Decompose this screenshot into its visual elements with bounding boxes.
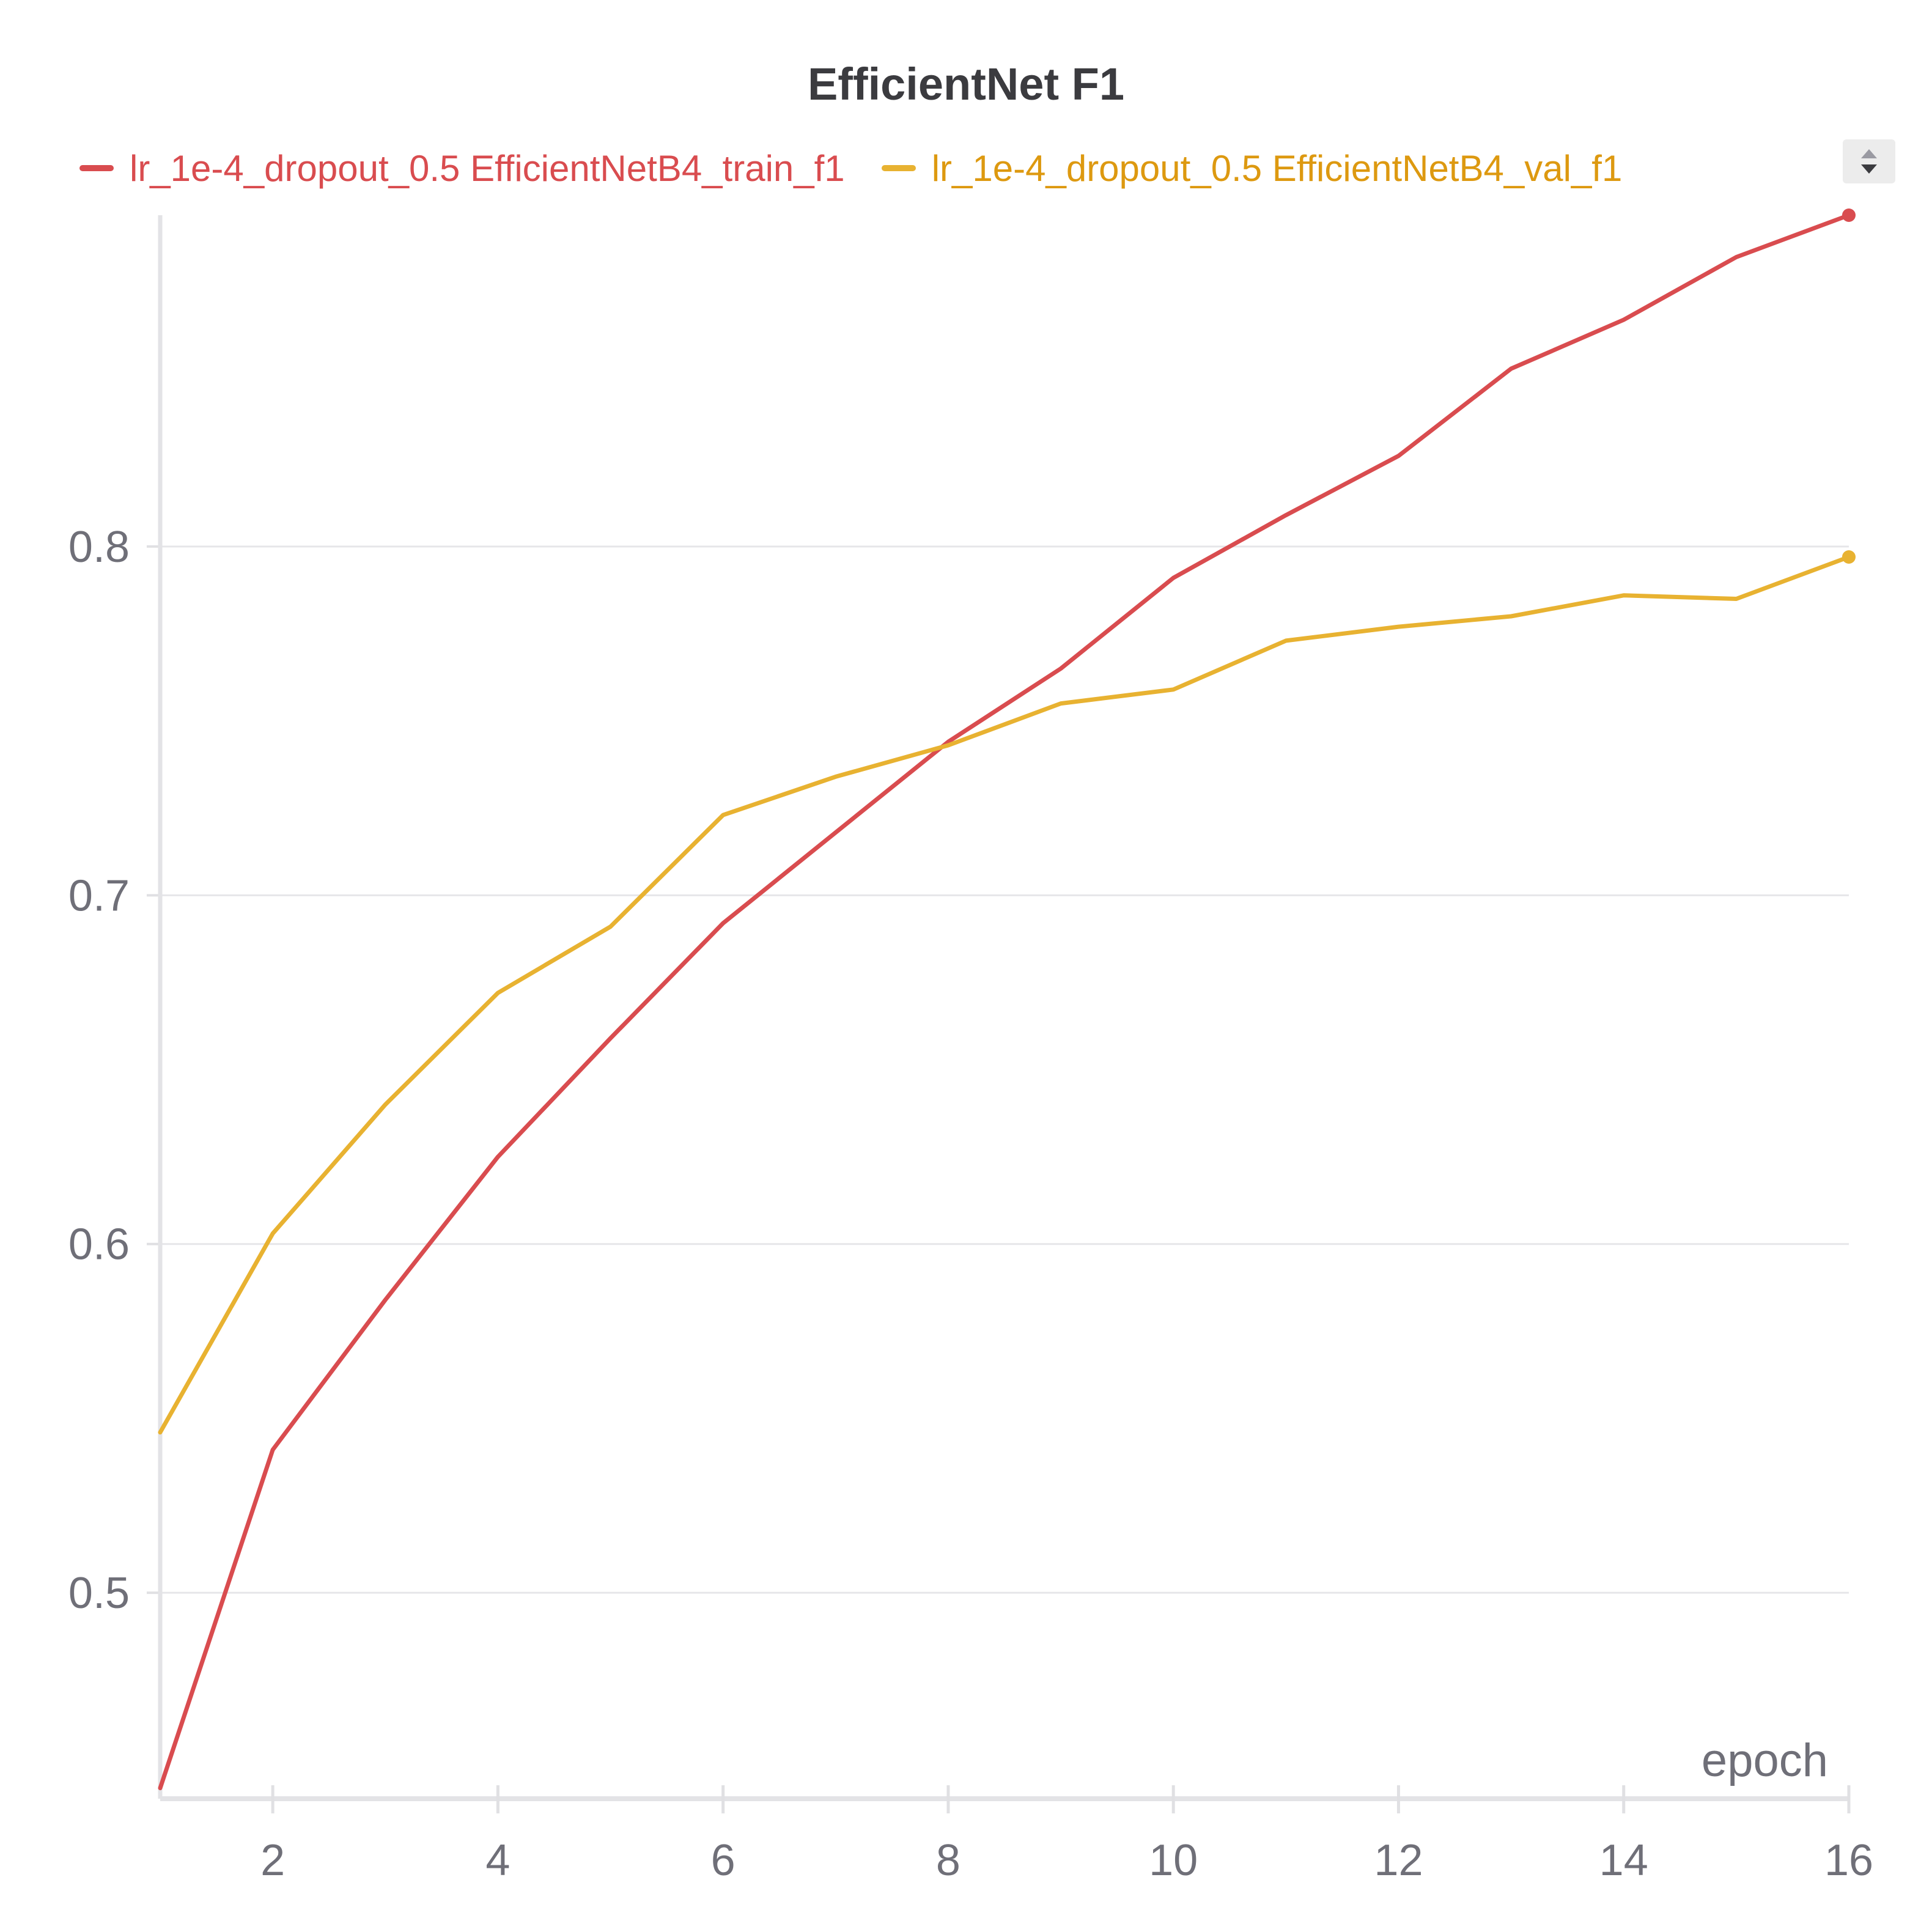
x-tick-label: 4	[485, 1836, 510, 1885]
up-down-arrows-icon	[1861, 149, 1877, 174]
series-end-point-val	[1842, 550, 1856, 564]
series-line-train	[158, 213, 1851, 1791]
x-tick-label: 8	[936, 1836, 960, 1885]
series-end-point-train	[1842, 208, 1856, 222]
x-tick-label: 6	[711, 1836, 736, 1885]
x-tick-label: 10	[1149, 1836, 1198, 1885]
y-tick-label: 0.7	[68, 871, 130, 920]
legend-item-val[interactable]: lr_1e-4_dropout_0.5 EfficientNetB4_val_f…	[881, 147, 1623, 190]
legend-scroll-button[interactable]	[1843, 139, 1895, 183]
y-tick-label: 0.8	[68, 523, 130, 572]
x-tick-label: 2	[260, 1836, 285, 1885]
legend: lr_1e-4_dropout_0.5 EfficientNetB4_train…	[79, 138, 1659, 199]
legend-swatch-val	[881, 165, 916, 171]
legend-label-train: lr_1e-4_dropout_0.5 EfficientNetB4_train…	[130, 147, 845, 189]
y-tick-label: 0.5	[68, 1569, 130, 1618]
series-line-val	[158, 555, 1851, 1435]
x-tick-label: 16	[1824, 1836, 1873, 1885]
legend-item-train[interactable]: lr_1e-4_dropout_0.5 EfficientNetB4_train…	[79, 147, 845, 190]
y-tick-label: 0.6	[68, 1220, 130, 1269]
x-axis-title: epoch	[1702, 1735, 1828, 1786]
legend-label-val: lr_1e-4_dropout_0.5 EfficientNetB4_val_f…	[931, 147, 1623, 189]
x-tick-label: 12	[1374, 1836, 1423, 1885]
chart-title: EfficientNet F1	[807, 59, 1125, 109]
x-tick-label: 14	[1599, 1836, 1648, 1885]
legend-swatch-train	[79, 165, 114, 171]
